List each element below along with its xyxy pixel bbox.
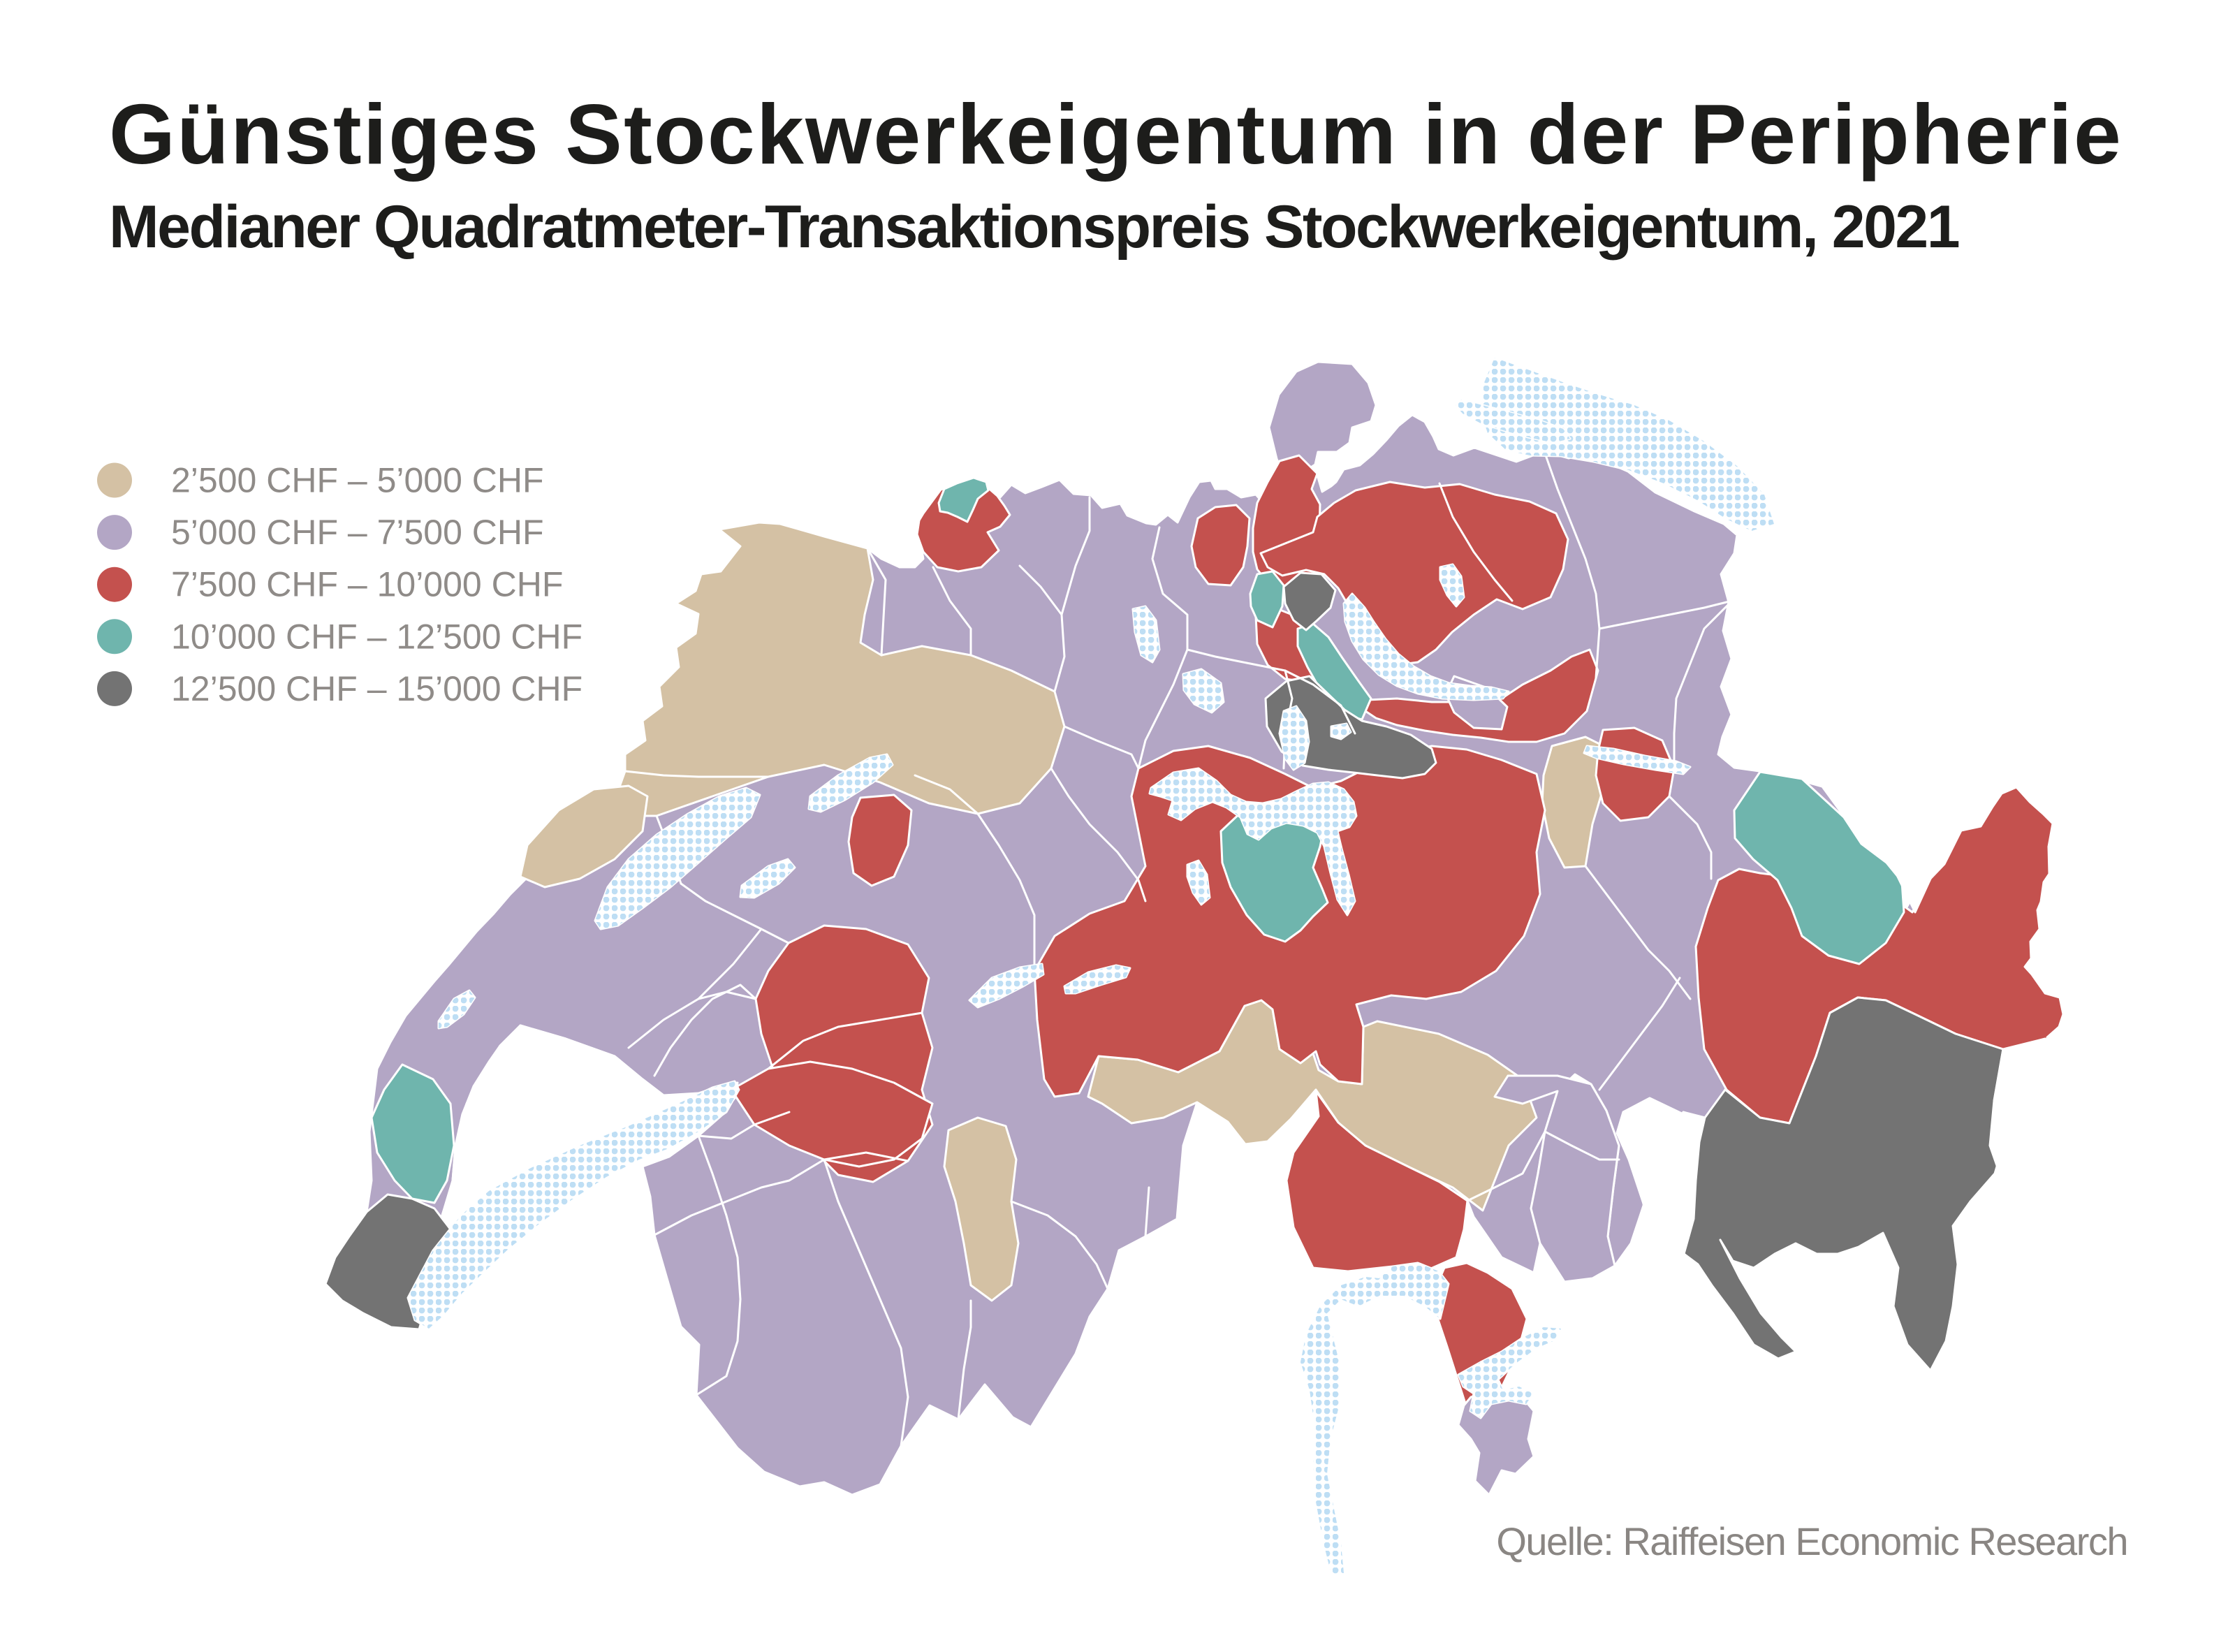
svg-text:7’500 CHF – 10’000 CHF: 7’500 CHF – 10’000 CHF: [171, 565, 563, 604]
svg-text:10’000 CHF – 12’500 CHF: 10’000 CHF – 12’500 CHF: [171, 617, 582, 656]
svg-text:2’500 CHF – 5’000 CHF: 2’500 CHF – 5’000 CHF: [171, 461, 544, 500]
svg-text:12’500 CHF – 15’000 CHF: 12’500 CHF – 15’000 CHF: [171, 669, 582, 708]
svg-text:5’000 CHF – 7’500 CHF: 5’000 CHF – 7’500 CHF: [171, 513, 544, 552]
